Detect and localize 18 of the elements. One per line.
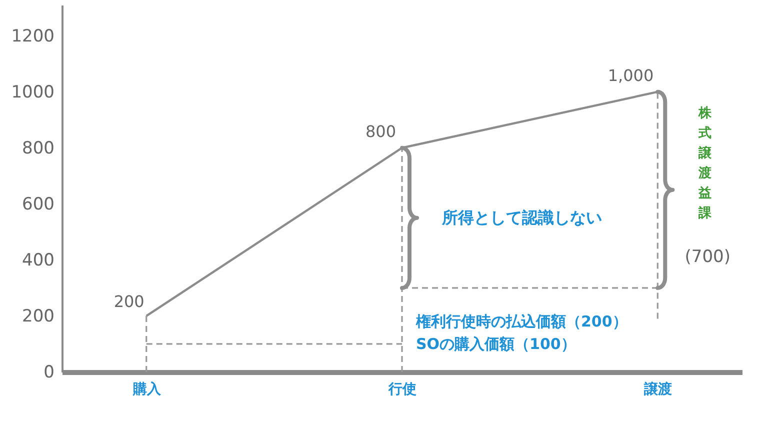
annotation: (700) — [684, 247, 730, 268]
x-tick-label: 譲渡 — [643, 380, 672, 398]
annotation: 権利行使時の払込価額（200） — [415, 312, 628, 331]
y-tick-label: 400 — [22, 250, 54, 270]
y-tick-label: 600 — [22, 194, 54, 214]
data-label: 1,000 — [608, 66, 654, 85]
annotation: 株式譲渡益課 — [698, 106, 712, 221]
y-tick-label: 0 — [44, 362, 54, 382]
y-tick-label: 1200 — [11, 26, 54, 46]
data-label: 800 — [365, 122, 396, 141]
y-tick-label: 1000 — [11, 82, 54, 102]
y-tick-label: 800 — [22, 138, 54, 158]
x-tick-label: 購入 — [132, 382, 162, 398]
x-tick-label: 行使 — [388, 382, 416, 398]
y-tick-label: 200 — [22, 306, 54, 326]
annotation: SOの購入価額（100） — [416, 334, 576, 353]
data-label: 200 — [114, 292, 144, 311]
annotation: 所得として認識しない — [441, 208, 602, 227]
